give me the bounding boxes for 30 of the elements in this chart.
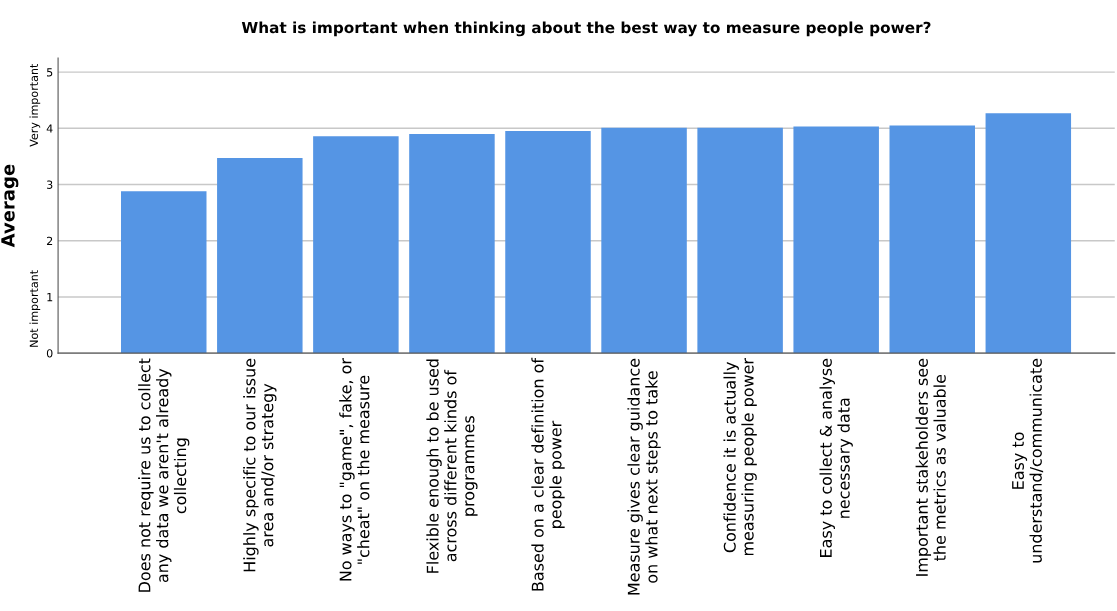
bar — [313, 136, 399, 354]
x-tick-label: Easy to understand/communicate — [1012, 358, 1044, 563]
bar — [217, 158, 303, 354]
y-tick-label: 0 — [46, 349, 53, 358]
y-tick-label: 4 — [46, 124, 53, 133]
x-tick-label: Measure gives clear guidance on what next steps to take — [627, 358, 661, 595]
bar — [697, 127, 783, 354]
y-axis-title: Average — [1, 164, 19, 248]
bar — [985, 113, 1072, 354]
bar — [121, 191, 207, 354]
bar — [889, 125, 975, 354]
bar — [601, 127, 687, 354]
x-tick-label: Confidence it is actually measuring people power — [723, 358, 757, 556]
x-tick-label: Important stakeholders see the metrics as valuable — [915, 358, 946, 576]
x-tick-label: Easy to collect & analyse necessary data — [819, 358, 853, 557]
bar — [409, 133, 495, 354]
bar — [793, 126, 879, 354]
y-tick-label: 5 — [47, 68, 53, 77]
y-tick-label: 2 — [46, 236, 53, 245]
chart-title: What is important when thinking about the best way to measure people power? — [241, 21, 931, 37]
text: Not important — [29, 270, 41, 347]
y-tick-label: 3 — [47, 180, 53, 189]
bar — [505, 131, 591, 354]
x-tick-label: Highly specific to our issue area and/or strategy — [243, 358, 277, 572]
text: Very important — [29, 63, 41, 147]
y-tick-label: 1 — [47, 293, 53, 302]
x-tick-label: No ways to "game", fake, or "cheat" on the measure — [339, 358, 370, 581]
x-tick-label: Flexible enough to be used across different kinds of programmes — [426, 359, 478, 573]
x-tick-label: Based on a clear definition of people power — [531, 357, 565, 591]
x-tick-label: Does not require us to collect any data we aren't already collecting — [138, 358, 190, 592]
